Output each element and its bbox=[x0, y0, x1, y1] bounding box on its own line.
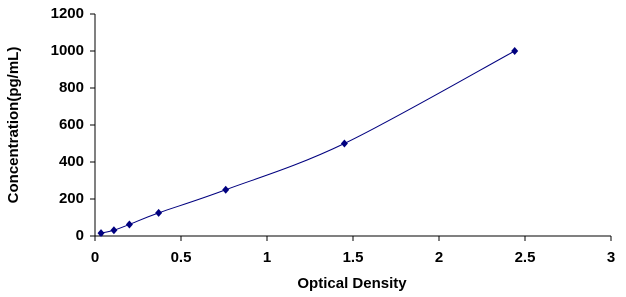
x-tick-label: 1.5 bbox=[343, 249, 364, 266]
point bbox=[125, 220, 133, 229]
x-axis-label: Optical Density bbox=[297, 275, 407, 292]
point bbox=[340, 139, 348, 148]
point bbox=[222, 185, 230, 194]
y-tick-label: 200 bbox=[59, 190, 84, 207]
y-tick-label: 800 bbox=[59, 79, 84, 96]
point bbox=[110, 226, 118, 235]
point bbox=[155, 208, 163, 217]
point bbox=[511, 47, 519, 55]
y-tick-label: 0 bbox=[76, 227, 84, 244]
x-tick-label: 0 bbox=[91, 249, 99, 266]
x-tick-label: 1 bbox=[263, 249, 271, 266]
y-tick-label: 400 bbox=[59, 153, 84, 170]
x-tick-label: 0.5 bbox=[171, 249, 192, 266]
x-tick-label: 2.5 bbox=[515, 249, 536, 266]
point bbox=[97, 229, 105, 238]
y-tick-label: 1200 bbox=[51, 5, 84, 22]
x-tick-label: 3 bbox=[607, 249, 615, 266]
y-tick-label: 1000 bbox=[51, 42, 84, 59]
y-tick-label: 600 bbox=[59, 116, 84, 133]
y-axis-label: Concentration(pg/mL) bbox=[5, 47, 22, 204]
x-tick-label: 2 bbox=[435, 249, 443, 266]
curve bbox=[100, 50, 515, 234]
